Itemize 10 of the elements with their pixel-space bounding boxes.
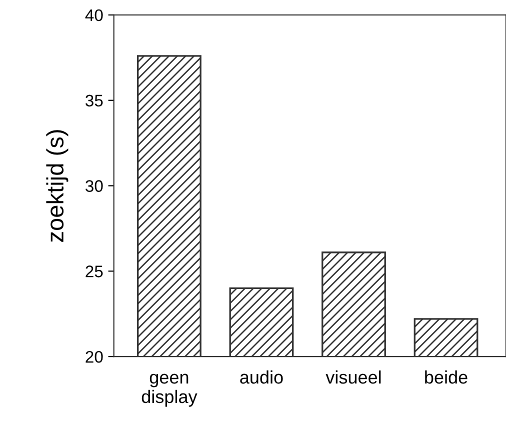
y-tick-label: 35 [86,94,103,107]
y-axis-title: zoektijd (s) [46,130,68,242]
y-tick-label: 25 [86,266,103,278]
x-tick-label: audio [240,370,283,384]
y-tick-label: 40 [85,9,103,22]
x-tick-label: beide [425,370,468,384]
y-tick-label: 20 [86,350,103,363]
y-tick-label: 30 [86,180,103,192]
x-tick-label: geen display [142,374,198,407]
x-tick-label: visueel [326,370,381,384]
